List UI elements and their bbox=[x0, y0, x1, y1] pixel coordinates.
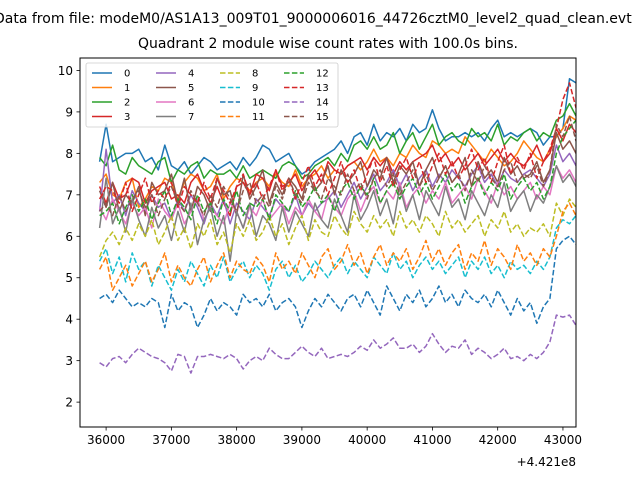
series-line-1 bbox=[99, 115, 576, 209]
legend-label-5: 5 bbox=[188, 83, 194, 94]
y-tick-label: 3 bbox=[65, 354, 73, 368]
legend-label-15: 15 bbox=[316, 112, 329, 123]
y-tick-label: 5 bbox=[65, 271, 73, 285]
legend-label-12: 12 bbox=[316, 69, 329, 80]
series-line-0 bbox=[98, 77, 576, 175]
series-line-7 bbox=[98, 165, 576, 262]
series-layer bbox=[98, 77, 576, 374]
series-line-12 bbox=[99, 119, 576, 225]
series-line-14 bbox=[99, 314, 576, 374]
legend-label-1: 1 bbox=[124, 83, 130, 94]
series-line-8 bbox=[98, 198, 576, 258]
x-tick-label: 38000 bbox=[218, 433, 256, 447]
legend-label-9: 9 bbox=[252, 83, 258, 94]
legend-label-8: 8 bbox=[252, 69, 258, 80]
y-tick-label: 7 bbox=[65, 188, 73, 202]
y-tick-label: 2 bbox=[65, 396, 73, 410]
legend-label-2: 2 bbox=[124, 98, 130, 109]
y-tick-label: 9 bbox=[65, 105, 73, 119]
axes: 36000 37000 38000 39000 40000 41000 42000 43000… bbox=[58, 64, 582, 447]
legend-label-7: 7 bbox=[188, 112, 194, 123]
y-tick-label: 8 bbox=[65, 147, 73, 161]
x-tick-label: 43000 bbox=[544, 433, 582, 447]
series-line-15 bbox=[99, 115, 576, 217]
x-tick-label: 37000 bbox=[152, 433, 190, 447]
legend-box bbox=[85, 62, 339, 128]
legend-label-4: 4 bbox=[188, 69, 194, 80]
x-tick-label: 41000 bbox=[413, 433, 451, 447]
x-tick-label: 36000 bbox=[87, 433, 125, 447]
series-line-10 bbox=[99, 235, 576, 329]
legend-label-14: 14 bbox=[316, 98, 329, 109]
x-tick-label: 39000 bbox=[283, 433, 321, 447]
legend-label-3: 3 bbox=[124, 112, 130, 123]
y-tick-label: 10 bbox=[58, 64, 73, 78]
x-offset-label: +4.421e8 bbox=[517, 455, 576, 469]
y-tick-label: 4 bbox=[65, 313, 73, 327]
legend-label-11: 11 bbox=[252, 112, 265, 123]
legend-label-6: 6 bbox=[188, 98, 194, 109]
chart-title: Quadrant 2 module wise count rates with … bbox=[138, 36, 518, 52]
series-line-3 bbox=[98, 123, 576, 217]
plot-frame bbox=[79, 57, 577, 428]
y-tick-label: 6 bbox=[65, 230, 73, 244]
legend-label-13: 13 bbox=[316, 83, 329, 94]
x-tick-label: 40000 bbox=[348, 433, 386, 447]
series-line-9 bbox=[98, 214, 576, 291]
figure-suptitle: Data from file: modeM0/AS1A13_009T01_900… bbox=[0, 11, 640, 31]
legend-label-10: 10 bbox=[252, 98, 265, 109]
series-line-4 bbox=[98, 144, 576, 225]
series-line-2 bbox=[99, 102, 576, 184]
series-line-11 bbox=[98, 202, 576, 291]
x-tick-label: 42000 bbox=[479, 433, 517, 447]
suptitle-text: Data from file: modeM0/AS1A13_009T01_900… bbox=[0, 11, 632, 27]
legend-label-0: 0 bbox=[124, 69, 130, 80]
